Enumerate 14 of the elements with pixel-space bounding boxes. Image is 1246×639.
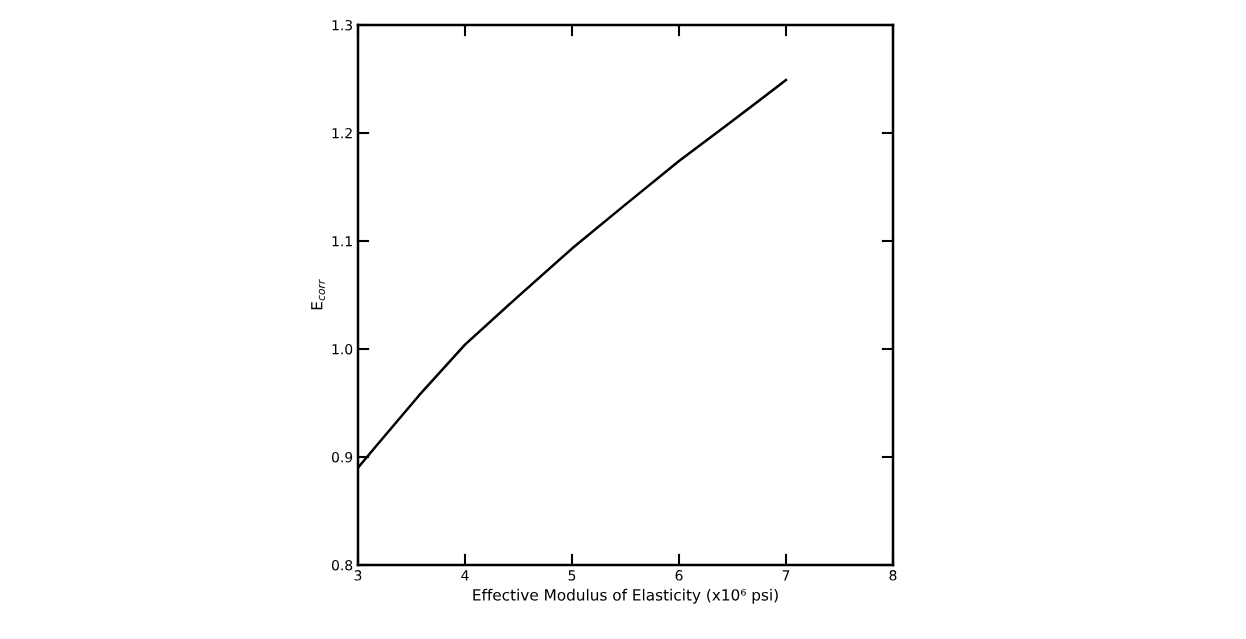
y-axis-title: E$_{corr}$ <box>311 279 325 310</box>
y-tick-label: 1.0 <box>332 343 353 355</box>
y-tick-label: 1.3 <box>332 19 353 31</box>
x-tick-label: 6 <box>675 570 683 581</box>
y-tick-label: 1.1 <box>332 236 352 247</box>
x-tick-label: 3 <box>354 570 362 581</box>
y-tick-label: 0.8 <box>331 559 353 571</box>
x-axis-title: Effective Modulus of Elasticity (x10⁶ psi) <box>473 588 778 604</box>
x-tick-label: 7 <box>782 570 790 581</box>
x-tick-label: 5 <box>568 570 576 581</box>
x-tick-label: 4 <box>461 570 469 581</box>
y-tick-label: 1.2 <box>332 127 352 139</box>
x-tick-label: 8 <box>889 570 897 581</box>
y-tick-label: 0.9 <box>331 451 353 463</box>
